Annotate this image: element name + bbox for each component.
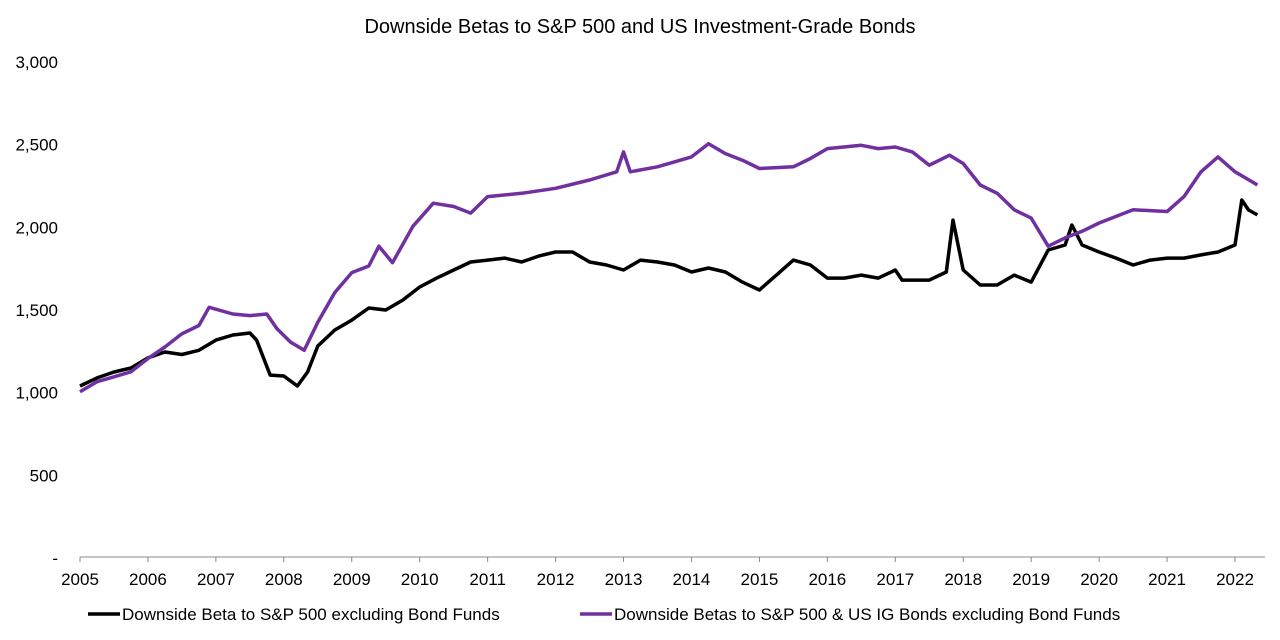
plot-area	[79, 141, 1259, 394]
x-tick-label: 2017	[876, 570, 914, 589]
legend-item: Downside Betas to S&P 500 & US IG Bonds …	[580, 605, 1120, 624]
x-tick-label: 2021	[1148, 570, 1186, 589]
series-line-1	[79, 198, 1259, 388]
y-tick-label: 500	[30, 466, 58, 485]
x-tick-label: 2014	[673, 570, 711, 589]
x-tick-label: 2020	[1080, 570, 1118, 589]
x-tick-label: 2016	[808, 570, 846, 589]
x-tick-label: 2022	[1216, 570, 1254, 589]
x-tick-label: 2012	[537, 570, 575, 589]
y-tick-label: 2,000	[15, 218, 58, 237]
legend-label: Downside Beta to S&P 500 excluding Bond …	[122, 605, 500, 624]
y-tick-label: 2,500	[15, 136, 58, 155]
series-line-2	[79, 141, 1259, 394]
y-tick-label: 1,500	[15, 301, 58, 320]
x-axis: 2005 2006 2007 2008 2009 2010 2011 2012 2013 2014…	[61, 556, 1265, 589]
y-tick-label: 1,000	[15, 384, 58, 403]
x-tick-label: 2008	[265, 570, 303, 589]
x-tick-label: 2013	[605, 570, 643, 589]
x-tick-label: 2019	[1012, 570, 1050, 589]
x-tick-label: 2005	[61, 570, 99, 589]
x-tick-label: 2009	[333, 570, 371, 589]
x-tick-label: 2015	[740, 570, 778, 589]
x-tick-label: 2006	[129, 570, 167, 589]
y-tick-label: 3,000	[15, 53, 58, 72]
x-tick-label: 2018	[944, 570, 982, 589]
legend: Downside Beta to S&P 500 excluding Bond …	[88, 605, 1120, 624]
x-tick-label: 2010	[401, 570, 439, 589]
legend-label: Downside Betas to S&P 500 & US IG Bonds …	[614, 605, 1120, 624]
chart-title: Downside Betas to S&P 500 and US Investm…	[364, 16, 915, 38]
x-tick-label: 2011	[469, 570, 506, 589]
legend-item: Downside Beta to S&P 500 excluding Bond …	[88, 605, 500, 624]
y-tick-label: -	[52, 549, 58, 568]
y-axis: - 500 1,000 1,500 2,000 2,500 3,000	[15, 53, 58, 568]
x-tick-label: 2007	[197, 570, 235, 589]
